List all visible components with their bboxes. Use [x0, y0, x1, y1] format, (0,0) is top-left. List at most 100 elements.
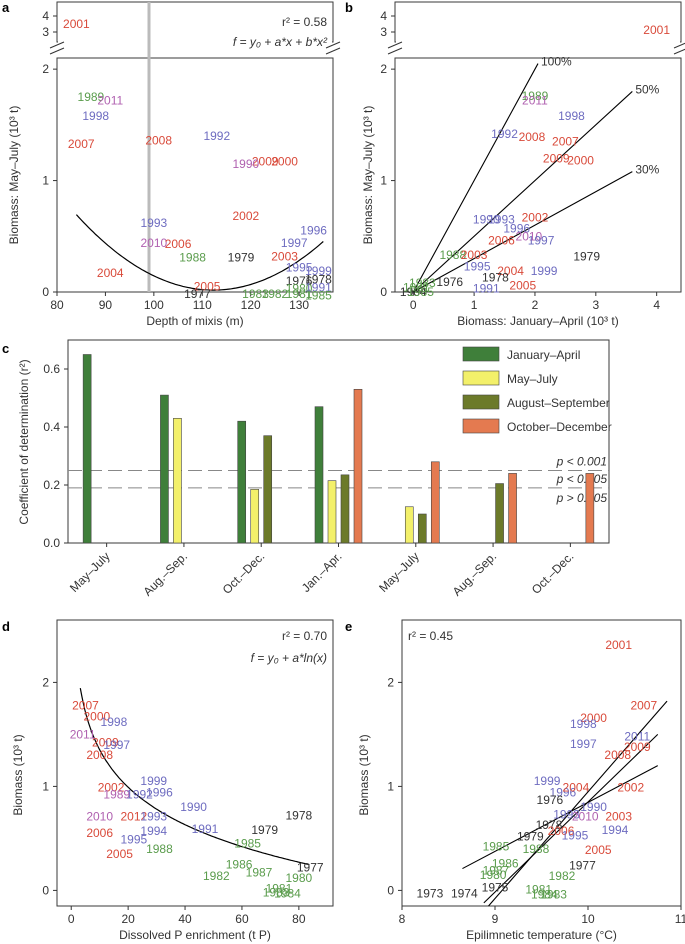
- panel-e-point-1995: 1995: [562, 828, 589, 842]
- panel-a-y-tick-label: 2: [42, 62, 49, 76]
- panel-a-point-1977: 1977: [184, 287, 211, 301]
- panel-a-fit-equation: f = y₀ + a*x + b*x²: [233, 35, 328, 49]
- panel-a-r2-annotation: r² = 0.58: [282, 15, 327, 29]
- panel-d-point-2000: 2000: [83, 710, 110, 724]
- panel-b-point-1984: 1984: [400, 285, 427, 299]
- panel-c-threshold-label: p > 0.005: [556, 491, 608, 505]
- panel-b-point-1999: 1999: [531, 264, 558, 278]
- panel-b-point-1991: 1991: [473, 282, 500, 296]
- panel-c-bar-may_jul: [327, 480, 337, 544]
- panel-b-ratio-line-label: 100%: [541, 55, 572, 69]
- panel-a-point-2010: 2010: [140, 236, 167, 250]
- panel-c-legend-label: May–July: [507, 372, 558, 386]
- panel-a-point-1991: 1991: [305, 281, 332, 295]
- panel-d-point-2009: 2009: [92, 736, 119, 750]
- panel-e-y-axis-label: Biomass (10³ t): [357, 734, 371, 815]
- panel-c-x-tick-label: Oct.–Dec.: [529, 549, 577, 597]
- panel-d-point-2002: 2002: [98, 780, 125, 794]
- panel-b-axis-break-gap-right: [675, 44, 685, 54]
- panel-c-x-tick-label: Jan.–Apr.: [299, 549, 345, 595]
- panel-e-point-2008: 2008: [604, 748, 631, 762]
- panel-d-point-1999: 1999: [140, 774, 167, 788]
- panel-c-x-tick-label: Aug.–Sep.: [141, 549, 191, 599]
- panel-d-point-1978: 1978: [286, 809, 313, 823]
- panel-b-y-tick-label-top: 3: [380, 25, 387, 39]
- panel-d-point-2012: 2012: [120, 810, 147, 824]
- panel-e-x-tick-label: 11: [675, 912, 685, 926]
- panel-e-r2-annotation: r² = 0.45: [408, 629, 453, 643]
- panel-b-axis-break-mark-right: [673, 42, 685, 49]
- panel-e-point-2007: 2007: [630, 698, 657, 712]
- panel-a-point-2008: 2008: [145, 133, 172, 147]
- panel-e-point-2011: 2011: [624, 729, 650, 743]
- panel-b-ratio-line-label: 50%: [635, 82, 659, 96]
- panel-c-y-tick-label: 0.2: [43, 478, 60, 492]
- panel-d-y-tick-label: 2: [42, 675, 49, 689]
- panel-d-point-1986: 1986: [226, 857, 253, 871]
- panel-e-point-1974: 1974: [451, 887, 478, 901]
- panel-d-point-1990: 1990: [180, 800, 207, 814]
- panel-b-point-1993: 1993: [488, 213, 515, 227]
- panel-a-point-2001: 2001: [63, 17, 90, 31]
- panel-e-point-1990: 1990: [580, 800, 607, 814]
- panel-b-point-1985: 1985: [407, 285, 434, 299]
- panel-c-y-axis-label: Coefficient of determination (r²): [17, 359, 31, 524]
- panel-a-point-1982: 1982: [262, 287, 289, 301]
- panel-a-point-1997: 1997: [281, 236, 308, 250]
- panel-d-point-1981: 1981: [266, 881, 293, 895]
- panel-b-point-1989: 1989: [522, 89, 549, 103]
- panel-d-y-axis-label: Biomass (10³ t): [11, 734, 25, 815]
- panel-b-frame: [394, 57, 682, 293]
- panel-e-fit-line: [483, 734, 659, 904]
- panel-e-point-2009: 2009: [624, 740, 651, 754]
- panel-a-gap: [58, 38, 332, 56]
- panel-a-point-1999: 1999: [305, 264, 332, 278]
- panel-b-axis-break-mark-right: [673, 48, 685, 55]
- panel-d-point-1994: 1994: [140, 824, 167, 838]
- panel-b-y-tick-label-top: 4: [380, 9, 387, 23]
- panel-e-y-tick-label: 0: [387, 883, 394, 897]
- panel-a-point-1988: 1988: [179, 250, 206, 264]
- panel-e-point-1982: 1982: [549, 869, 576, 883]
- panel-e-point-1996: 1996: [550, 786, 577, 800]
- panel-e-point-1983: 1983: [540, 888, 567, 902]
- panel-b-y-tick-label: 1: [380, 174, 387, 188]
- panel-c-y-tick-label: 0.0: [43, 536, 60, 550]
- panel-e-point-1987: 1987: [483, 864, 510, 878]
- panel-e-x-axis-label: Epilimnetic temperature (°C): [466, 928, 617, 942]
- panel-c-threshold-label: p < 0.005: [556, 472, 608, 486]
- panel-c-legend-label: August–September: [507, 396, 610, 410]
- panel-d-point-1995: 1995: [120, 832, 147, 846]
- panel-a-point-1989: 1989: [78, 90, 105, 104]
- panel-e-point-2001: 2001: [605, 638, 632, 652]
- panel-d-point-1991: 1991: [192, 822, 219, 836]
- panel-b-point-1990: 1990: [473, 213, 500, 227]
- panel-a-point-1976: 1976: [286, 274, 313, 288]
- panel-c-legend-swatch: [462, 418, 500, 434]
- panel-e-x-tick-label: 8: [399, 912, 406, 926]
- panel-d-x-tick-label: 0: [68, 912, 75, 926]
- panel-e-point-2005: 2005: [585, 843, 612, 857]
- panel-e-x-tick-label: 9: [492, 912, 499, 926]
- panel-a-point-1998: 1998: [82, 109, 109, 123]
- panel-b-point-2006: 2006: [488, 234, 515, 248]
- panel-d-point-1983: 1983: [263, 885, 290, 899]
- panel-e-point-1980: 1980: [480, 868, 507, 882]
- panel-c-threshold-label: p < 0.001: [556, 455, 607, 469]
- panel-a-point-2005: 2005: [194, 279, 221, 293]
- panel-d-point-1977: 1977: [297, 861, 324, 875]
- panel-b-panel-letter: b: [345, 0, 353, 15]
- panel-a-point-1993: 1993: [140, 216, 167, 230]
- panel-c-y-tick-label: 0.6: [43, 362, 60, 376]
- panel-c-bar-oct_dec: [353, 388, 363, 544]
- panel-a-axis-break-mark: [49, 41, 65, 49]
- panel-b-axis-break-mark: [387, 41, 403, 49]
- panel-c-bar-oct_dec: [430, 461, 440, 544]
- panel-d-y-tick-label: 1: [42, 779, 49, 793]
- panel-a-axis-break-mark: [49, 47, 65, 55]
- panel-c-panel-letter: c: [2, 341, 9, 356]
- panel-c-bar-jan_apr: [82, 354, 92, 544]
- panel-a-y-tick-label-top: 3: [42, 25, 49, 39]
- panel-e-point-1998: 1998: [570, 717, 597, 731]
